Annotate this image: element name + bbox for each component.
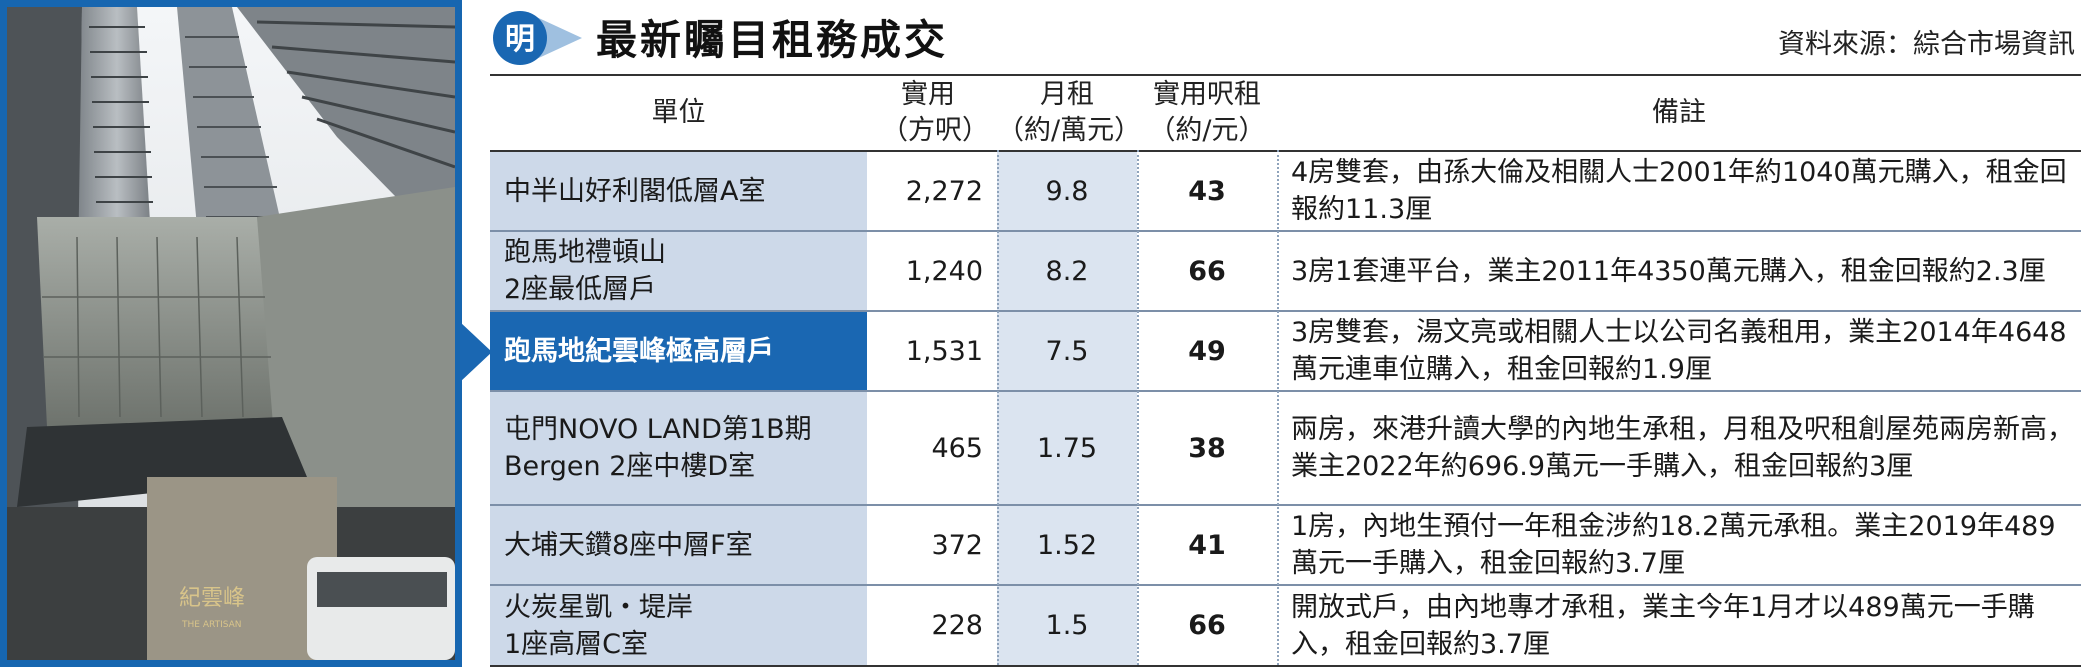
unit-name: 跑馬地紀雲峰極高層戶 (504, 335, 774, 367)
data-source: 資料來源：綜合市場資訊 (1778, 29, 2075, 60)
psf-cell: 49 (1137, 312, 1277, 390)
note-cell: 開放式戶，由內地專才承租，業主今年1月才以489萬元一手購入，租金回報約3.7厘 (1277, 586, 2081, 665)
table-row: 屯門NOVO LAND第1B期 Bergen 2座中樓D室 465 1.75 38… (490, 392, 2081, 504)
rent-cell: 1.52 (997, 506, 1137, 584)
row-divider (490, 504, 2081, 506)
header-divider (490, 150, 2081, 152)
building-illustration: 紀雲峰 THE ARTISAN (7, 7, 455, 660)
unit-cell: 火炭星凱・堤岸 1座高層C室 (490, 586, 867, 665)
table-bottom-rule (490, 665, 2081, 667)
page-title: 最新矚目租務成交 (596, 16, 948, 64)
column-header-area-line1: 實用 (901, 79, 955, 110)
rent-cell: 7.5 (997, 312, 1137, 390)
highlight-pointer-arrow-icon (460, 322, 492, 382)
ming-pao-logo-icon: 明 (493, 11, 582, 65)
unit-name: 中半山好利閣低層A室 (504, 175, 766, 207)
unit-cell: 中半山好利閣低層A室 (490, 152, 867, 230)
area-cell: 1,240 (867, 232, 997, 310)
psf-cell: 66 (1137, 586, 1277, 665)
row-divider (490, 230, 2081, 232)
column-header-area: 實用 （方呎） (867, 76, 997, 150)
table-row: 火炭星凱・堤岸 1座高層C室 228 1.5 66 開放式戶，由內地專才承租，業主… (490, 586, 2081, 665)
row-divider (490, 390, 2081, 392)
note-cell: 1房，內地生預付一年租金涉約18.2萬元承租。業主2019年489萬元一手購入，… (1277, 506, 2081, 584)
unit-name-line1: 火炭星凱・堤岸 (504, 591, 693, 623)
table-top-rule (490, 74, 2081, 76)
column-divider (1277, 150, 1279, 665)
column-header-rent-line1: 月租 (1040, 79, 1094, 110)
column-header-psf-line2: （約/元） (1148, 115, 1266, 146)
logo-char: 明 (505, 22, 535, 57)
table-row: 大埔天鑽8座中層F室 372 1.52 41 1房，內地生預付一年租金涉約18.… (490, 506, 2081, 584)
area-cell: 1,531 (867, 312, 997, 390)
unit-cell: 大埔天鑽8座中層F室 (490, 506, 867, 584)
column-header-note-label: 備註 (1652, 97, 1706, 128)
building-sign-text: 紀雲峰 (179, 586, 245, 611)
table-row: 跑馬地禮頓山 2座最低層戶 1,240 8.2 66 3房1套連平台，業主2011… (490, 232, 2081, 310)
header: 明 最新矚目租務成交 資料來源：綜合市場資訊 (490, 0, 2081, 72)
rent-cell: 8.2 (997, 232, 1137, 310)
row-divider (490, 310, 2081, 312)
note-cell: 3房雙套，湯文亮或相關人士以公司名義租用，業主2014年4648萬元連車位購入，… (1277, 312, 2081, 390)
table-row-highlighted: 跑馬地紀雲峰極高層戶 1,531 7.5 49 3房雙套，湯文亮或相關人士以公司… (490, 312, 2081, 390)
area-cell: 228 (867, 586, 997, 665)
psf-cell: 43 (1137, 152, 1277, 230)
psf-cell: 66 (1137, 232, 1277, 310)
unit-name-line1: 跑馬地禮頓山 (504, 237, 666, 268)
unit-name-line2: 1座高層C室 (504, 628, 649, 660)
note-cell: 兩房，來港升讀大學的內地生承租，月租及呎租創屋苑兩房新高，業主2022年約696… (1277, 392, 2081, 504)
unit-name-line2: Bergen 2座中樓D室 (504, 451, 756, 482)
column-divider (997, 150, 999, 665)
unit-cell: 跑馬地紀雲峰極高層戶 (490, 312, 867, 390)
column-header-unit: 單位 (490, 76, 867, 150)
building-photo: 紀雲峰 THE ARTISAN (0, 0, 462, 667)
unit-cell: 跑馬地禮頓山 2座最低層戶 (490, 232, 867, 310)
column-header-rent: 月租 （約/萬元） (997, 76, 1142, 150)
rent-cell: 1.5 (997, 586, 1137, 665)
rent-cell: 9.8 (997, 152, 1137, 230)
row-divider (490, 584, 2081, 586)
rent-cell: 1.75 (997, 392, 1137, 504)
unit-name-line1: 屯門NOVO LAND第1B期 (504, 414, 812, 445)
column-header-psf: 實用呎租 （約/元） (1137, 76, 1277, 150)
psf-cell: 38 (1137, 392, 1277, 504)
unit-cell: 屯門NOVO LAND第1B期 Bergen 2座中樓D室 (490, 392, 867, 504)
note-cell: 3房1套連平台，業主2011年4350萬元購入，租金回報約2.3厘 (1277, 232, 2081, 310)
area-cell: 372 (867, 506, 997, 584)
psf-cell: 41 (1137, 506, 1277, 584)
area-cell: 465 (867, 392, 997, 504)
building-photo-image: 紀雲峰 THE ARTISAN (7, 7, 455, 660)
column-header-psf-line1: 實用呎租 (1153, 79, 1261, 110)
column-header-rent-line2: （約/萬元） (997, 115, 1142, 146)
rental-transactions-table: 單位 實用 （方呎） 月租 （約/萬元） 實用呎租 （約/元） 備註 中半山好利… (490, 72, 2081, 667)
column-header-note: 備註 (1277, 76, 2081, 150)
area-cell: 2,272 (867, 152, 997, 230)
note-cell: 4房雙套，由孫大倫及相關人士2001年約1040萬元購入，租金回報約11.3厘 (1277, 152, 2081, 230)
column-header-area-line2: （方呎） (881, 115, 989, 146)
unit-name-line2: 2座最低層戶 (504, 274, 657, 305)
column-divider (1137, 150, 1139, 665)
table-row: 中半山好利閣低層A室 2,272 9.8 43 4房雙套，由孫大倫及相關人士20… (490, 152, 2081, 230)
building-sign-subtext: THE ARTISAN (181, 620, 242, 630)
column-header-unit-label: 單位 (651, 97, 706, 128)
unit-name: 大埔天鑽8座中層F室 (504, 529, 753, 561)
